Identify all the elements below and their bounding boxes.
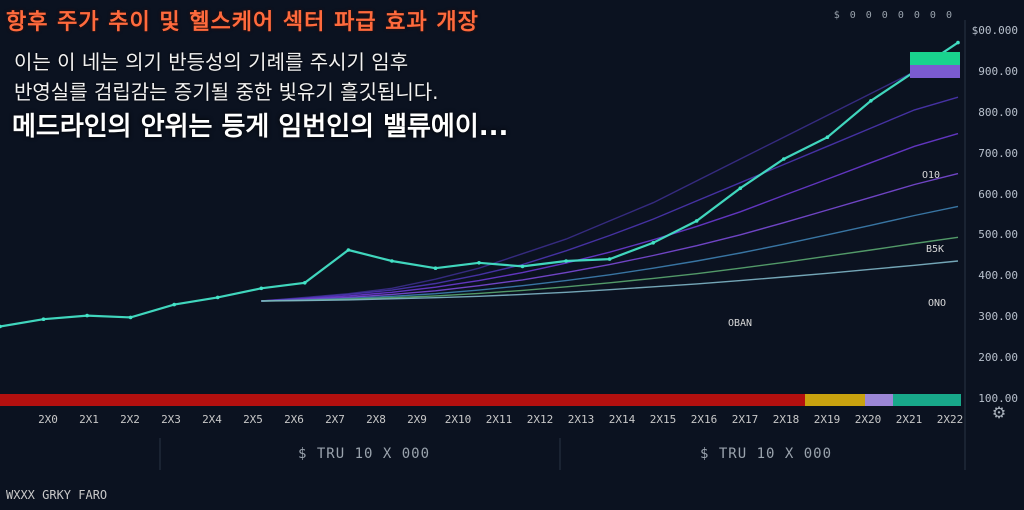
description-line-1: 이는 이 네는 의기 반등성의 기례를 주시기 임후 [14, 50, 409, 74]
y-tick-label: 500.00 [978, 228, 1018, 242]
x-tick-label: 2X4 [202, 413, 222, 426]
series-annotation-3: ONO [928, 298, 947, 309]
price-point [172, 302, 176, 307]
price-point [41, 317, 46, 322]
chart-title: 항후 주가 추이 및 헬스케어 섹터 파급 효과 개장 [6, 10, 479, 35]
price-point [303, 281, 307, 285]
y-tick-label: 900.00 [978, 64, 1018, 78]
price-point [215, 295, 220, 300]
fan-line-3 [261, 132, 959, 302]
y-tick-label: 800.00 [978, 105, 1018, 119]
price-point [128, 315, 133, 320]
x-tick-label: 2X21 [895, 413, 923, 426]
status-band-teal [893, 394, 961, 406]
price-point [477, 261, 481, 265]
fan-line-6 [261, 236, 959, 302]
x-tick-label: 2X12 [526, 413, 554, 426]
x-tick-label: 2X9 [407, 413, 427, 426]
x-tick-label: 2X15 [649, 413, 677, 426]
price-point [520, 264, 525, 269]
fan-line-4 [261, 172, 959, 302]
x-tick-label: 2X7 [325, 413, 345, 426]
y-tick-label: 200.00 [978, 351, 1018, 365]
price-badge-mid [910, 65, 960, 78]
price-point [782, 157, 786, 161]
price-point [869, 99, 873, 103]
y-tick-label: $00.000 [971, 24, 1018, 37]
series-annotation-4: OBAN [728, 318, 753, 329]
price-point [564, 259, 568, 263]
x-tick-label: 2X14 [608, 413, 636, 426]
y-tick-label: 300.00 [978, 310, 1018, 324]
y-tick-label: 600.00 [978, 187, 1018, 201]
price-badge-top [910, 52, 960, 65]
y-tick-label: 100.00 [978, 392, 1018, 405]
x-tick-label: 2X2 [120, 413, 140, 426]
price-point [738, 186, 743, 190]
fan-line-1 [261, 56, 959, 302]
x-sub-label-1: $ TRU 10 X 000 [298, 446, 431, 462]
x-tick-label: 2X6 [284, 413, 304, 426]
x-tick-label: 2X16 [690, 413, 718, 426]
price-point [346, 248, 351, 252]
x-tick-label: 2X11 [485, 413, 513, 426]
x-tick-label: 2X5 [243, 413, 263, 426]
series-annotation-1: O10 [922, 170, 941, 181]
price-point [825, 135, 830, 139]
price-point [607, 257, 612, 261]
description-line-2: 반영실를 검립감는 증기될 중한 빛유기 흘깃됩니다. [14, 80, 439, 104]
status-band-yellow [805, 394, 865, 406]
x-tick-label: 2X3 [161, 413, 181, 426]
x-sub-label-2: $ TRU 10 X 000 [700, 446, 833, 462]
x-tick-label: 2X8 [366, 413, 386, 426]
x-tick-label: 2X20 [854, 413, 882, 426]
x-tick-label: 2X13 [567, 413, 595, 426]
x-tick-label: 2X10 [444, 413, 472, 426]
x-tick-label: 2X1 [79, 413, 99, 426]
settings-gear-icon[interactable]: ⚙ [991, 403, 1007, 422]
fan-line-5 [261, 205, 959, 302]
x-tick-label: 2X19 [813, 413, 841, 426]
x-tick-label: 2X0 [38, 413, 58, 426]
price-point [0, 324, 2, 329]
price-point [694, 219, 699, 223]
price-point [85, 313, 89, 318]
x-tick-label: 2X22 [936, 413, 964, 426]
x-tick-label: 2X18 [772, 413, 800, 426]
baseline-band [0, 394, 805, 406]
top-right-readout: $ 0 0 0 0 0 0 0 [833, 10, 954, 21]
price-point [259, 286, 264, 291]
y-tick-label: 700.00 [978, 146, 1018, 160]
fan-line-2 [261, 96, 959, 302]
description-line-3: 메드라인의 안위는 등게 임번인의 밸류에이... [12, 112, 509, 142]
price-point [390, 259, 394, 263]
price-point [956, 40, 960, 45]
status-band-lavender [865, 394, 893, 406]
price-point [651, 241, 655, 245]
series-annotation-2: B5K [926, 244, 945, 255]
fan-line-7 [261, 260, 959, 302]
y-tick-label: 400.00 [978, 269, 1018, 283]
price-point [433, 266, 438, 271]
source-label: WXXX GRKY FARO [6, 488, 108, 502]
x-tick-label: 2X17 [731, 413, 759, 426]
